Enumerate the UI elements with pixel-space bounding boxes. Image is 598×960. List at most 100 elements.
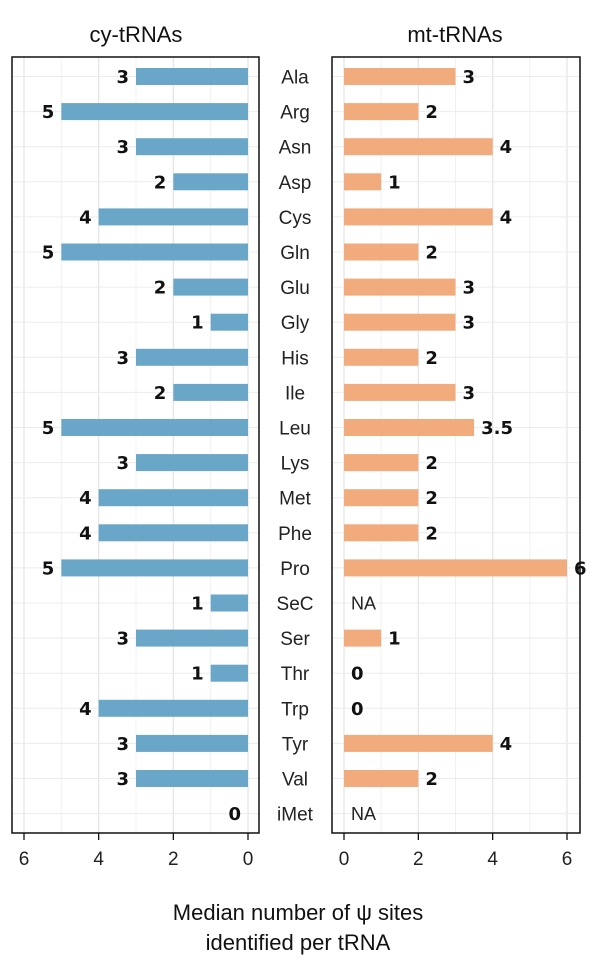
cy-bar-cys	[98, 208, 249, 226]
cy-bar-sec	[210, 594, 248, 612]
cy-bar-ser	[136, 629, 248, 647]
mt-bar-asp	[344, 173, 382, 191]
panel-title-mt-trnas: mt-tRNAs	[407, 22, 502, 47]
mt-value-label-lys: 2	[425, 453, 438, 474]
mt-bar-glu	[344, 278, 456, 296]
category-label-gly: Gly	[281, 313, 310, 334]
mt-bar-ser	[344, 629, 382, 647]
cy-bar-glu	[173, 278, 248, 296]
cy-value-label-asp: 2	[154, 172, 167, 193]
mt-bar-cys	[344, 208, 493, 226]
cy-bar-ala	[136, 68, 248, 85]
cy-value-label-trp: 4	[79, 699, 92, 720]
category-label-ile: Ile	[285, 383, 305, 404]
mt-value-label-arg: 2	[425, 102, 438, 123]
cy-bar-gly	[210, 313, 248, 331]
mt-value-label-phe: 2	[425, 523, 438, 544]
mt-panel-frame	[331, 56, 581, 834]
x-axis-label-line-1: Median number of ψ sites	[173, 900, 423, 925]
panel-title-cy-trnas: cy-tRNAs	[90, 22, 183, 47]
mt-na-label-imet: NA	[351, 804, 376, 824]
category-label-val: Val	[282, 770, 308, 791]
mt-value-label-trp: 0	[351, 699, 364, 720]
mt-x-tick-label-2: 2	[413, 849, 424, 870]
cy-bar-arg	[61, 103, 249, 121]
cy-value-label-tyr: 3	[116, 734, 129, 755]
cy-value-label-met: 4	[79, 488, 92, 509]
category-label-his: His	[281, 348, 308, 369]
category-label-leu: Leu	[279, 419, 311, 440]
cy-bar-his	[136, 348, 248, 366]
category-label-asp: Asp	[279, 173, 312, 194]
category-label-lys: Lys	[281, 454, 310, 475]
x-axis-label-line-2: identified per tRNA	[206, 930, 391, 955]
mt-bar-gly	[344, 313, 456, 331]
category-label-trp: Trp	[281, 699, 309, 720]
cy-bar-gln	[61, 243, 249, 261]
cy-bar-asp	[173, 173, 248, 191]
mt-value-label-tyr: 4	[500, 734, 513, 755]
mt-value-label-his: 2	[425, 348, 438, 369]
mt-x-tick-label-4: 4	[487, 849, 498, 870]
cy-value-label-arg: 5	[42, 102, 55, 123]
cy-panel-frame	[11, 56, 260, 834]
mt-bar-ala	[344, 68, 456, 85]
mt-bar-val	[344, 770, 419, 787]
cy-x-tick-label-0: 0	[243, 849, 254, 870]
mt-value-label-gly: 3	[463, 313, 476, 334]
cy-bar-thr	[210, 664, 248, 682]
mt-value-label-cys: 4	[500, 207, 513, 228]
cy-value-label-val: 3	[116, 769, 129, 790]
cy-bar-tyr	[136, 734, 248, 752]
category-label-asn: Asn	[279, 138, 312, 159]
mt-bar-pro	[344, 559, 567, 577]
cy-bar-asn	[136, 138, 248, 156]
mt-value-label-asn: 4	[500, 137, 513, 158]
mt-value-label-val: 2	[425, 769, 438, 790]
mt-bar-tyr	[344, 734, 493, 752]
category-label-arg: Arg	[280, 103, 310, 124]
mt-value-label-gln: 2	[425, 243, 438, 264]
mt-bar-met	[344, 489, 419, 507]
mt-bar-asn	[344, 138, 493, 156]
cy-bar-val	[136, 770, 248, 787]
cy-value-label-pro: 5	[42, 558, 55, 579]
cy-value-label-imet: 0	[228, 804, 241, 825]
mt-value-label-asp: 1	[388, 172, 401, 193]
cy-value-label-cys: 4	[79, 207, 92, 228]
category-label-ser: Ser	[280, 629, 310, 650]
cy-bar-pro	[61, 559, 249, 577]
cy-bar-leu	[61, 419, 249, 436]
mt-bar-leu	[344, 419, 475, 436]
cy-value-label-lys: 3	[116, 453, 129, 474]
category-label-tyr: Tyr	[282, 734, 309, 755]
mt-bar-arg	[344, 103, 419, 121]
mt-value-label-glu: 3	[463, 278, 476, 299]
cy-value-label-phe: 4	[79, 523, 92, 544]
category-label-ala: Ala	[281, 68, 309, 89]
category-label-imet: iMet	[277, 805, 314, 826]
mt-bar-ile	[344, 383, 456, 401]
cy-value-label-his: 3	[116, 348, 129, 369]
cy-value-label-ile: 2	[154, 383, 167, 404]
cy-value-label-ser: 3	[116, 629, 129, 650]
cy-bar-trp	[98, 699, 249, 717]
cy-bar-met	[98, 489, 249, 507]
mt-value-label-ile: 3	[463, 383, 476, 404]
mt-value-label-leu: 3.5	[481, 418, 513, 439]
mt-x-tick-label-6: 6	[562, 849, 573, 870]
category-label-phe: Phe	[278, 524, 312, 545]
cy-value-label-sec: 1	[191, 594, 204, 615]
cy-value-label-gly: 1	[191, 313, 204, 334]
cy-value-label-ala: 3	[116, 67, 129, 88]
mt-bar-phe	[344, 524, 419, 542]
mt-value-label-ser: 1	[388, 629, 401, 650]
cy-value-label-asn: 3	[116, 137, 129, 158]
mt-bar-gln	[344, 243, 419, 261]
cy-bar-lys	[136, 454, 248, 472]
category-label-met: Met	[279, 489, 311, 510]
cy-bar-ile	[173, 383, 248, 401]
category-label-thr: Thr	[281, 664, 310, 685]
